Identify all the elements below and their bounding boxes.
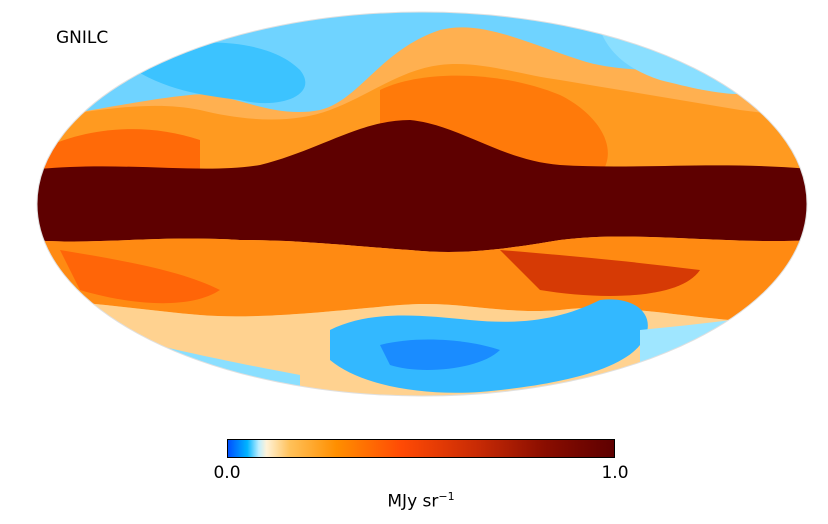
unit-exponent: −1 [438,490,455,503]
colorbar-unit-label: MJy sr−1 [387,490,454,512]
colorbar-min-label: 0.0 [213,463,241,483]
map-outline [36,11,808,397]
colorbar [227,439,615,458]
unit-base: MJy sr [387,491,439,512]
map-title: GNILC [56,28,109,48]
colorbar-max-label: 1.0 [601,463,629,483]
